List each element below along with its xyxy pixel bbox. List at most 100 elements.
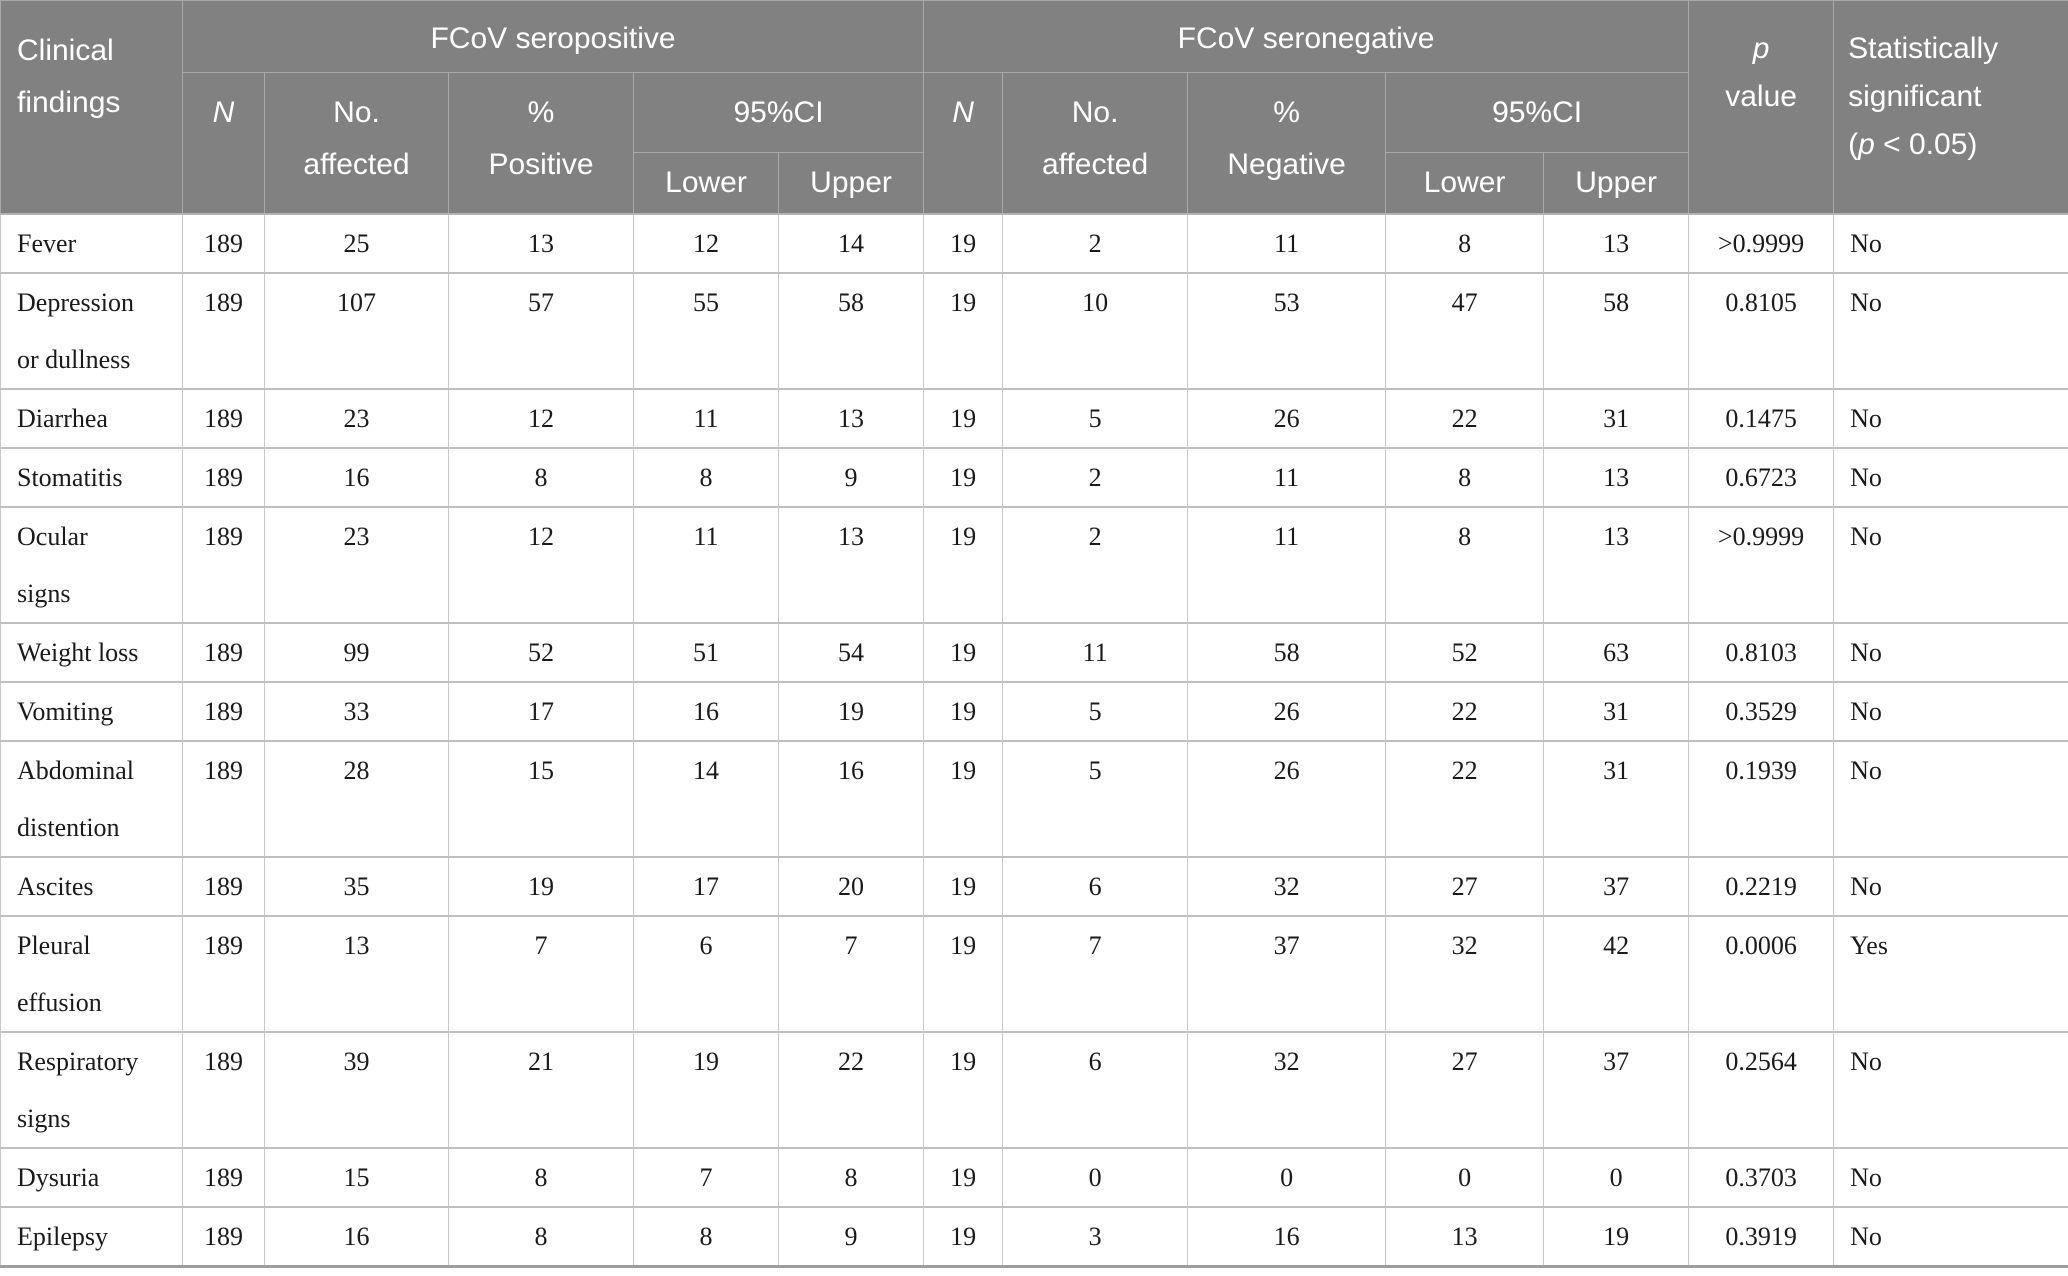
n-seronegative-cell: 19 — [923, 271, 1004, 389]
pct-positive-cell: 12 — [448, 505, 634, 623]
p-value-cell: 0.2219 — [1688, 855, 1835, 916]
ci-lower-seronegative-cell: 22 — [1385, 387, 1545, 448]
pct-positive-cell: 21 — [448, 1030, 634, 1148]
no-affected-seropositive-cell: 16 — [264, 1205, 449, 1267]
no-affected-seropositive-cell: 107 — [264, 271, 449, 389]
row-label: Vomiting — [0, 680, 183, 741]
pct-negative-cell: 11 — [1187, 505, 1387, 623]
table-row: Epilepsy 189 16 8 8 9 19 3 16 13 19 0.3919 No — [0, 1205, 2068, 1267]
n-seropositive-cell: 189 — [182, 271, 265, 389]
statistically-significant-cell: No — [1833, 387, 2068, 448]
n-seronegative-cell: 19 — [923, 855, 1004, 916]
pct-positive-cell: 15 — [448, 739, 634, 857]
statistically-significant-cell: No — [1833, 446, 2068, 507]
row-label: Respiratory signs — [0, 1030, 183, 1148]
ci-lower-seronegative-cell: 22 — [1385, 739, 1545, 857]
ci-lower-seronegative-cell: 8 — [1385, 505, 1545, 623]
pct-negative-cell: 11 — [1187, 446, 1387, 507]
sig-threshold: < 0.05) — [1874, 128, 1978, 161]
sig-p: p — [1858, 128, 1875, 161]
pct-negative-cell: 32 — [1187, 1030, 1387, 1148]
no-affected-seronegative-cell: 5 — [1002, 387, 1189, 448]
p-value-cell: 0.2564 — [1688, 1030, 1835, 1148]
header-ci-upper-seronegative: Upper — [1543, 152, 1690, 214]
sig-word-2: significant — [1848, 80, 1982, 113]
ci-upper-seronegative-cell: 0 — [1543, 1146, 1690, 1207]
no-affected-seronegative-cell: 11 — [1002, 621, 1189, 682]
ci-lower-seropositive-cell: 7 — [633, 1146, 779, 1207]
row-label: Epilepsy — [0, 1205, 183, 1267]
ci-upper-seronegative-cell: 63 — [1543, 621, 1690, 682]
ci-lower-seropositive-cell: 8 — [633, 1205, 779, 1267]
table-row: Fever 189 25 13 12 14 19 2 11 8 13 >0.9999 No — [0, 212, 2068, 273]
statistically-significant-cell: No — [1833, 621, 2068, 682]
pct-negative-cell: 26 — [1187, 680, 1387, 741]
row-label: Fever — [0, 212, 183, 273]
ci-lower-seronegative-cell: 22 — [1385, 680, 1545, 741]
ci-lower-seropositive-cell: 11 — [633, 505, 779, 623]
ci-upper-seronegative-cell: 37 — [1543, 855, 1690, 916]
statistically-significant-cell: No — [1833, 212, 2068, 273]
row-label: Ocular signs — [0, 505, 183, 623]
pct-negative-cell: 58 — [1187, 621, 1387, 682]
pct-positive-cell: 8 — [448, 446, 634, 507]
ci-upper-seropositive-cell: 54 — [777, 621, 925, 682]
no-affected-seronegative-cell: 3 — [1002, 1205, 1189, 1267]
pct-negative-cell: 37 — [1187, 914, 1387, 1032]
pct-positive-cell: 12 — [448, 387, 634, 448]
table-row: Pleural effusion 189 13 7 6 7 19 7 37 32 42 0.0006 Y… — [0, 914, 2068, 1032]
ci-upper-seronegative-cell: 31 — [1543, 387, 1690, 448]
header-group-fcov-seronegative: FCoV seronegative — [923, 0, 1690, 73]
ci-lower-seronegative-cell: 8 — [1385, 212, 1545, 273]
ci-lower-seronegative-cell: 27 — [1385, 855, 1545, 916]
table-body: Fever 189 25 13 12 14 19 2 11 8 13 >0.9999 No Depress… — [0, 212, 2068, 1267]
row-label: Dysuria — [0, 1146, 183, 1207]
header-ci-lower-seropositive: Lower — [633, 152, 779, 214]
ci-upper-seronegative-cell: 42 — [1543, 914, 1690, 1032]
ci-lower-seronegative-cell: 47 — [1385, 271, 1545, 389]
ci-upper-seronegative-cell: 37 — [1543, 1030, 1690, 1148]
row-label: Abdominal distention — [0, 739, 183, 857]
ci-upper-seronegative-cell: 13 — [1543, 505, 1690, 623]
pct-positive-cell: 19 — [448, 855, 634, 916]
no-affected-seronegative-cell: 6 — [1002, 855, 1189, 916]
header-p-value: p value — [1688, 0, 1835, 214]
pct-negative-cell: 0 — [1187, 1146, 1387, 1207]
table-row: Dysuria 189 15 8 7 8 19 0 0 0 0 0.3703 No — [0, 1146, 2068, 1207]
table-row: Vomiting 189 33 17 16 19 19 5 26 22 31 0.3529 No — [0, 680, 2068, 741]
p-value-cell: 0.3529 — [1688, 680, 1835, 741]
table-row: Ascites 189 35 19 17 20 19 6 32 27 37 0.2219 No — [0, 855, 2068, 916]
ci-upper-seropositive-cell: 19 — [777, 680, 925, 741]
pct-positive-cell: 8 — [448, 1146, 634, 1207]
no-affected-seropositive-cell: 15 — [264, 1146, 449, 1207]
ci-lower-seropositive-cell: 8 — [633, 446, 779, 507]
n-seronegative-cell: 19 — [923, 1146, 1004, 1207]
ci-upper-seropositive-cell: 22 — [777, 1030, 925, 1148]
no-affected-seronegative-cell: 6 — [1002, 1030, 1189, 1148]
statistically-significant-cell: No — [1833, 739, 2068, 857]
p-value-cell: 0.8103 — [1688, 621, 1835, 682]
statistically-significant-cell: No — [1833, 1030, 2068, 1148]
ci-upper-seronegative-cell: 19 — [1543, 1205, 1690, 1267]
no-affected-seronegative-cell: 7 — [1002, 914, 1189, 1032]
ci-lower-seropositive-cell: 14 — [633, 739, 779, 857]
ci-upper-seropositive-cell: 7 — [777, 914, 925, 1032]
no-affected-seronegative-cell: 2 — [1002, 212, 1189, 273]
n-seropositive-cell: 189 — [182, 505, 265, 623]
ci-upper-seropositive-cell: 8 — [777, 1146, 925, 1207]
p-value-cell: 0.8105 — [1688, 271, 1835, 389]
ci-lower-seropositive-cell: 12 — [633, 212, 779, 273]
ci-lower-seropositive-cell: 11 — [633, 387, 779, 448]
table-row: Abdominal distention 189 28 15 14 16 19 5 26 22 31… — [0, 739, 2068, 857]
p-value-cell: 0.0006 — [1688, 914, 1835, 1032]
n-seropositive-cell: 189 — [182, 387, 265, 448]
pct-positive-cell: 13 — [448, 212, 634, 273]
pct-negative-cell: 26 — [1187, 739, 1387, 857]
statistically-significant-cell: No — [1833, 271, 2068, 389]
row-label: Weight loss — [0, 621, 183, 682]
pct-positive-cell: 8 — [448, 1205, 634, 1267]
pct-negative-cell: 32 — [1187, 855, 1387, 916]
ci-upper-seronegative-cell: 13 — [1543, 212, 1690, 273]
p-value-cell: 0.3703 — [1688, 1146, 1835, 1207]
ci-upper-seronegative-cell: 13 — [1543, 446, 1690, 507]
